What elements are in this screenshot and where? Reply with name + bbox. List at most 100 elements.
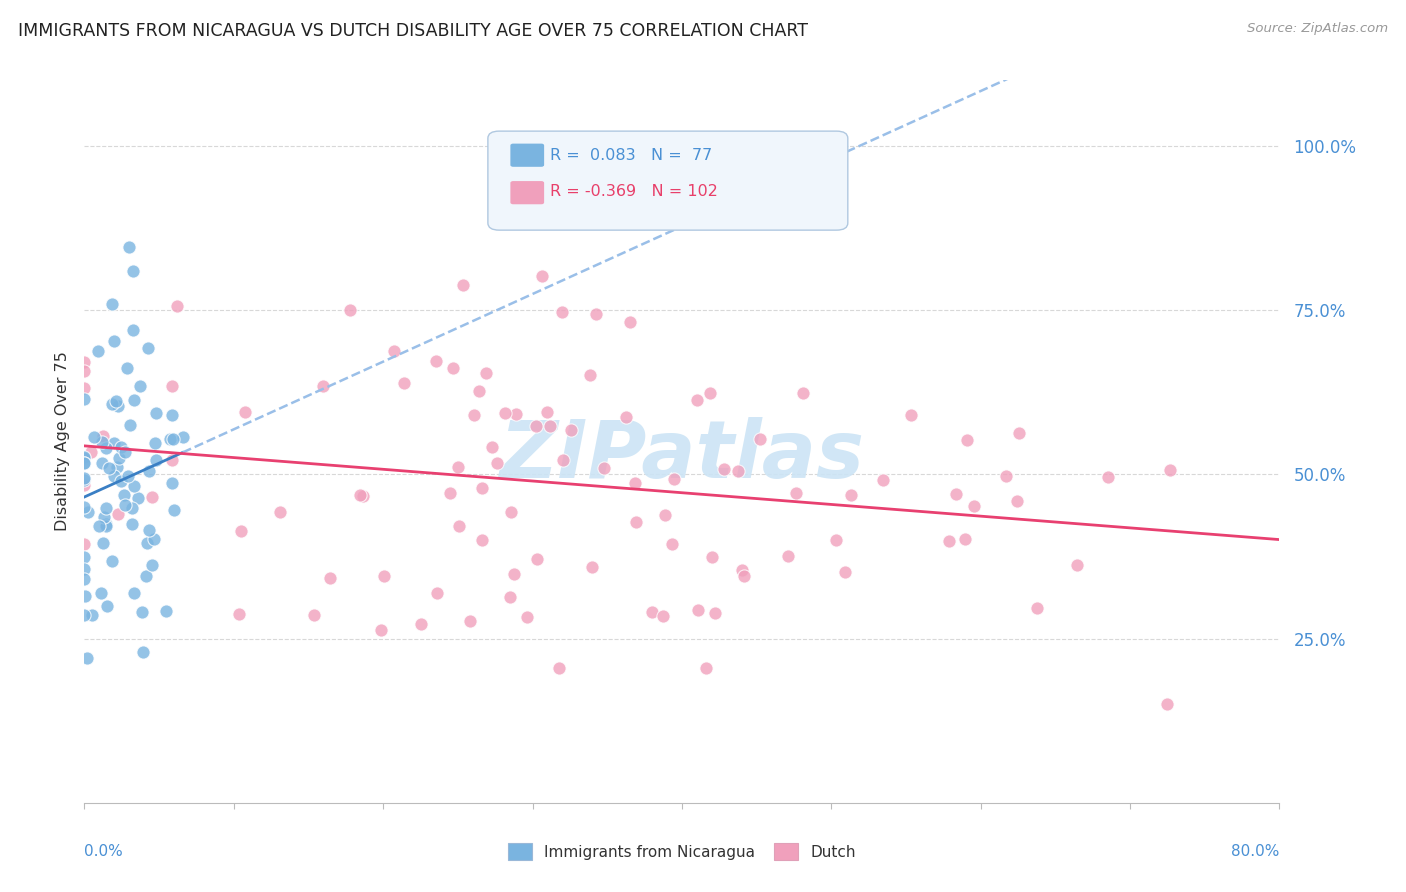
Point	[614, 410, 637, 425]
Point	[93, 510, 115, 524]
Point	[122, 264, 145, 278]
Point	[640, 605, 662, 619]
Point	[451, 277, 474, 292]
Point	[349, 488, 371, 502]
Point	[733, 569, 755, 583]
Point	[778, 549, 800, 564]
Point	[121, 516, 143, 531]
Point	[166, 299, 188, 313]
Point	[1026, 601, 1049, 615]
Point	[471, 481, 494, 495]
Point	[145, 405, 167, 419]
Point	[162, 503, 184, 517]
Point	[551, 305, 574, 319]
Point	[516, 609, 538, 624]
Point	[89, 518, 111, 533]
Point	[619, 315, 641, 329]
Point	[141, 490, 163, 504]
Point	[443, 360, 465, 375]
Point	[686, 393, 709, 408]
Point	[953, 533, 976, 547]
Point	[370, 623, 392, 637]
Point	[471, 533, 494, 548]
Point	[77, 505, 100, 519]
Point	[128, 379, 150, 393]
Point	[73, 354, 96, 368]
Point	[117, 469, 139, 483]
Point	[73, 500, 96, 514]
Point	[112, 488, 135, 502]
Point	[425, 353, 447, 368]
Point	[536, 405, 558, 419]
Point	[228, 607, 250, 621]
Point	[551, 452, 574, 467]
Point	[233, 405, 256, 419]
Point	[136, 535, 159, 549]
Point	[463, 408, 485, 422]
Point	[494, 406, 516, 420]
Point	[76, 651, 98, 665]
Point	[1156, 697, 1178, 711]
Point	[117, 361, 139, 376]
Point	[135, 569, 157, 583]
Point	[162, 433, 184, 447]
Legend: Immigrants from Nicaragua, Dutch: Immigrants from Nicaragua, Dutch	[502, 837, 862, 866]
Point	[688, 603, 710, 617]
Point	[662, 472, 685, 486]
Point	[73, 450, 96, 464]
Point	[486, 456, 509, 470]
Point	[524, 418, 547, 433]
Point	[91, 429, 114, 443]
Text: Source: ZipAtlas.com: Source: ZipAtlas.com	[1247, 22, 1388, 36]
Point	[73, 450, 96, 465]
Point	[127, 491, 149, 505]
Point	[593, 460, 616, 475]
Point	[73, 456, 96, 470]
Point	[79, 445, 101, 459]
Point	[87, 344, 110, 359]
Point	[138, 464, 160, 478]
Point	[138, 524, 160, 538]
Point	[312, 378, 335, 392]
Point	[499, 505, 522, 519]
Point	[73, 562, 96, 576]
Text: 0.0%: 0.0%	[84, 845, 124, 859]
Point	[439, 486, 461, 500]
Point	[269, 505, 291, 519]
Point	[73, 537, 96, 551]
Point	[475, 367, 498, 381]
Point	[995, 469, 1018, 483]
Point	[426, 586, 449, 600]
Point	[159, 432, 181, 446]
Point	[110, 441, 132, 455]
Point	[481, 440, 503, 454]
Point	[834, 565, 856, 579]
Point	[162, 408, 184, 422]
Point	[699, 385, 721, 400]
Point	[75, 589, 97, 603]
Point	[73, 549, 96, 564]
Point	[101, 297, 124, 311]
Point	[526, 551, 548, 566]
Point	[118, 418, 141, 433]
Point	[103, 468, 125, 483]
Point	[96, 519, 118, 533]
Point	[142, 532, 165, 546]
Point	[1159, 463, 1181, 477]
Point	[132, 644, 155, 658]
Point	[131, 605, 153, 619]
Point	[73, 471, 96, 485]
Point	[96, 441, 118, 455]
Point	[585, 307, 607, 321]
Point	[825, 533, 848, 547]
Point	[73, 572, 96, 586]
Point	[652, 608, 675, 623]
Point	[956, 433, 979, 447]
Text: R = -0.369   N = 102: R = -0.369 N = 102	[550, 185, 717, 199]
Point	[538, 419, 561, 434]
Point	[73, 607, 96, 622]
Text: R =  0.083   N =  77: R = 0.083 N = 77	[550, 148, 711, 162]
Text: ZIPatlas: ZIPatlas	[499, 417, 865, 495]
Point	[73, 392, 96, 406]
Point	[145, 453, 167, 467]
